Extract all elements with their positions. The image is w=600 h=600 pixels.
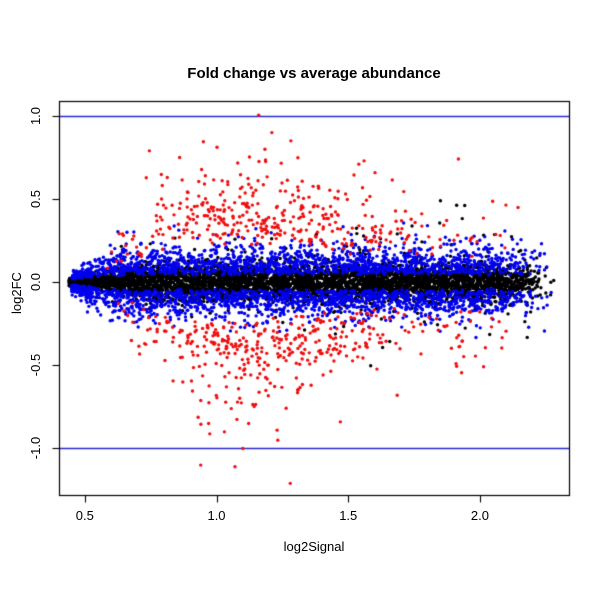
- chart-title: Fold change vs average abundance: [187, 65, 441, 82]
- y-tick-label: 0.5: [28, 190, 43, 209]
- x-tick-label: 1.0: [207, 508, 226, 523]
- y-tick-label: -1.0: [28, 437, 43, 460]
- y-tick-label: -0.5: [28, 354, 43, 377]
- y-axis-label: log2FC: [9, 272, 24, 314]
- x-tick-label: 0.5: [75, 508, 94, 523]
- x-axis-label: log2Signal: [283, 539, 345, 554]
- x-tick-label: 2.0: [470, 508, 489, 523]
- y-tick-label: 0.0: [28, 273, 43, 292]
- y-tick-label: 1.0: [28, 106, 43, 125]
- x-tick-label: 1.5: [339, 508, 358, 523]
